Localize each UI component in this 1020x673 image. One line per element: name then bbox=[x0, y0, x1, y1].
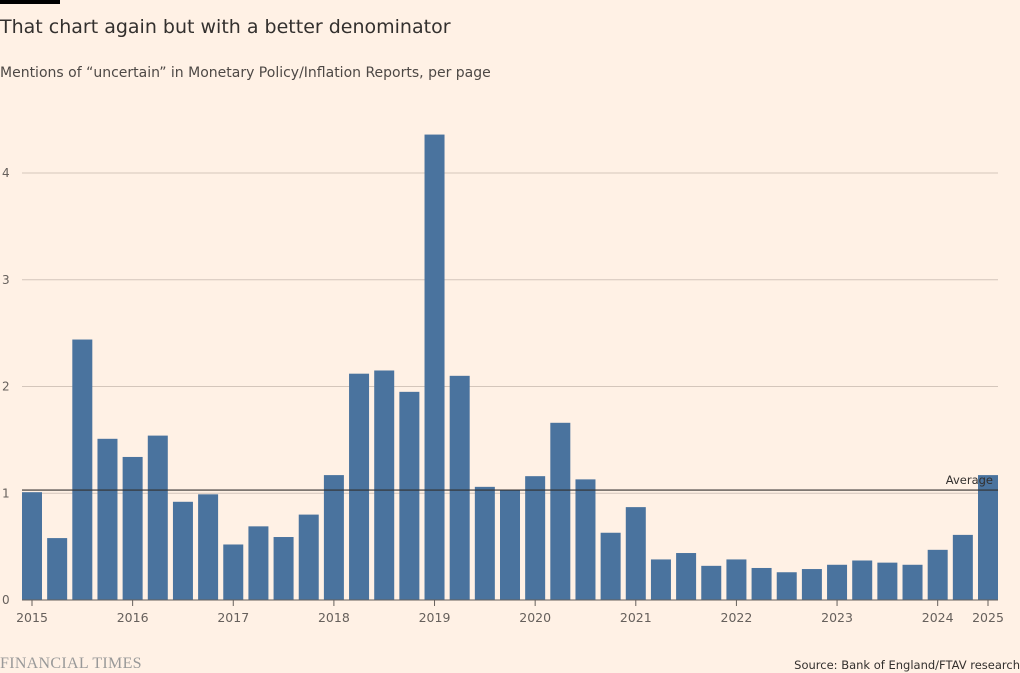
bar bbox=[676, 553, 697, 600]
bar bbox=[827, 564, 848, 600]
average-label: Average bbox=[946, 473, 993, 487]
source-note: Source: Bank of England/FTAV research bbox=[794, 658, 1020, 672]
chart-subtitle: Mentions of “uncertain” in Monetary Poli… bbox=[0, 65, 491, 81]
bar bbox=[701, 565, 722, 600]
x-tick-label: 2023 bbox=[821, 610, 853, 625]
bar bbox=[474, 486, 495, 600]
bar bbox=[323, 475, 344, 600]
bar bbox=[751, 567, 772, 600]
bar bbox=[625, 507, 646, 600]
x-tick-label: 2020 bbox=[519, 610, 551, 625]
chart-title: That chart again but with a better denom… bbox=[0, 16, 451, 38]
x-tick-label: 2015 bbox=[16, 610, 48, 625]
bar bbox=[978, 475, 998, 600]
bar bbox=[952, 534, 973, 600]
ft-logo: FINANCIAL TIMES bbox=[0, 655, 142, 672]
bar bbox=[248, 526, 269, 600]
bar bbox=[550, 422, 571, 600]
bar bbox=[902, 564, 923, 600]
bar bbox=[147, 435, 168, 600]
bar bbox=[424, 134, 445, 600]
bar bbox=[877, 562, 898, 600]
bar bbox=[172, 501, 193, 600]
bar bbox=[500, 490, 520, 600]
x-tick-label: 2018 bbox=[318, 610, 350, 625]
bar bbox=[97, 438, 118, 600]
bar bbox=[399, 391, 420, 600]
bar bbox=[449, 375, 470, 600]
x-tick-label: 2016 bbox=[117, 610, 149, 625]
x-tick-label: 2022 bbox=[721, 610, 753, 625]
y-tick-label: 2 bbox=[2, 380, 10, 394]
bar bbox=[22, 492, 42, 600]
bar bbox=[47, 538, 68, 600]
bar bbox=[198, 494, 219, 600]
bar bbox=[374, 370, 395, 600]
x-tick-label: 2025 bbox=[972, 610, 1004, 625]
bar bbox=[122, 456, 143, 600]
bar bbox=[525, 476, 546, 600]
bar bbox=[600, 532, 621, 600]
x-tick-label: 2021 bbox=[620, 610, 652, 625]
bar bbox=[927, 549, 948, 600]
y-tick-label: 1 bbox=[2, 486, 10, 500]
x-tick-label: 2017 bbox=[217, 610, 249, 625]
ft-top-bar bbox=[0, 0, 60, 4]
y-tick-label: 0 bbox=[2, 593, 10, 607]
bar bbox=[223, 544, 244, 600]
bar bbox=[298, 514, 319, 600]
bar bbox=[801, 569, 822, 600]
bar bbox=[349, 373, 370, 600]
bar bbox=[650, 559, 671, 600]
y-tick-label: 3 bbox=[2, 273, 10, 287]
bar bbox=[575, 479, 596, 600]
bar bbox=[273, 537, 294, 600]
x-tick-label: 2024 bbox=[922, 610, 954, 625]
bar bbox=[72, 339, 93, 600]
x-tick-label: 2019 bbox=[419, 610, 451, 625]
y-tick-label: 4 bbox=[2, 166, 10, 180]
bar bbox=[776, 572, 797, 600]
bar bbox=[726, 559, 747, 600]
bar bbox=[852, 560, 873, 600]
